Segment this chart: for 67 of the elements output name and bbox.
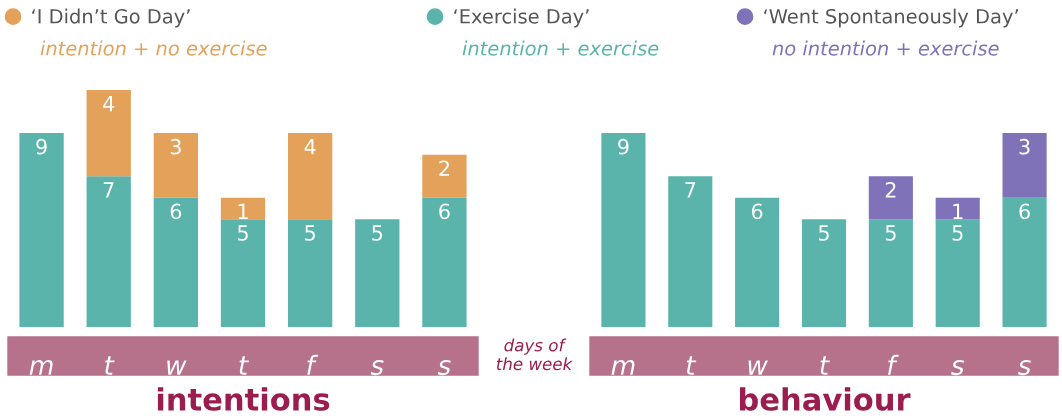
legend-label: ‘Went Spontaneously Day’ (764, 8, 1018, 28)
bar (153, 133, 199, 198)
text: days of the week (496, 338, 573, 371)
data-label: 9 (36, 138, 47, 155)
bar (422, 197, 467, 327)
legend-label: ‘I Didn’t Go Day’ (32, 8, 190, 28)
x-tick-label: t (239, 356, 249, 375)
bar (868, 219, 913, 327)
bar (287, 133, 333, 220)
data-label: 5 (952, 225, 963, 241)
bar (1002, 197, 1047, 327)
data-label: 6 (1019, 203, 1030, 220)
bar (220, 197, 266, 220)
bar (86, 176, 131, 327)
bar (601, 133, 646, 327)
data-label: 5 (237, 225, 248, 241)
bar (801, 219, 847, 327)
x-tick-label: t (105, 356, 115, 375)
bar (19, 133, 64, 327)
bar (868, 176, 913, 220)
bar (935, 219, 980, 327)
x-tick-label: m (29, 360, 53, 375)
data-label: 1 (238, 203, 248, 219)
data-label: 2 (885, 181, 896, 198)
x-tick-label: m (611, 360, 635, 375)
x-tick-label: f (888, 354, 899, 375)
text: intention + no exercise (40, 40, 267, 56)
bar (220, 219, 266, 327)
bar (935, 197, 980, 220)
bar (355, 219, 400, 327)
data-label: 9 (618, 138, 629, 155)
data-label: 6 (439, 203, 450, 220)
bar (153, 197, 199, 327)
data-label: 1 (953, 203, 963, 219)
data-label: 3 (1019, 138, 1030, 155)
text: no intention + exercise (772, 40, 999, 56)
x-tick-label: f (307, 354, 319, 375)
data-label: 6 (170, 203, 182, 220)
bar (422, 154, 467, 198)
x-tick-label: t (686, 356, 697, 375)
bar (86, 90, 131, 177)
legend-label: ‘Exercise Day’ (454, 8, 589, 28)
bar (287, 219, 333, 327)
data-label: 5 (305, 225, 315, 241)
data-label: 7 (685, 182, 696, 198)
text: intention + exercise (462, 40, 659, 56)
x-tick-label: s (370, 360, 384, 376)
x-tick-label: s (437, 360, 451, 376)
x-tick-label: s (951, 360, 965, 376)
x-tick-label: t (820, 356, 830, 375)
bar (735, 197, 780, 327)
data-label: 5 (818, 225, 829, 241)
data-label: 2 (439, 160, 449, 176)
data-label: 5 (372, 225, 383, 241)
data-label: 6 (751, 203, 763, 220)
x-axis-title: behaviour (739, 387, 911, 411)
x-tick-label: w (748, 360, 768, 375)
data-label: 4 (304, 139, 316, 155)
bar (1002, 133, 1047, 198)
data-label: 7 (103, 182, 114, 198)
bar (668, 176, 713, 327)
data-label: 5 (885, 225, 896, 241)
x-tick-label: s (1017, 360, 1031, 376)
data-label: 4 (103, 96, 115, 112)
x-tick-label: w (167, 360, 187, 375)
x-axis-title: intentions (157, 387, 330, 411)
data-label: 3 (170, 138, 181, 155)
